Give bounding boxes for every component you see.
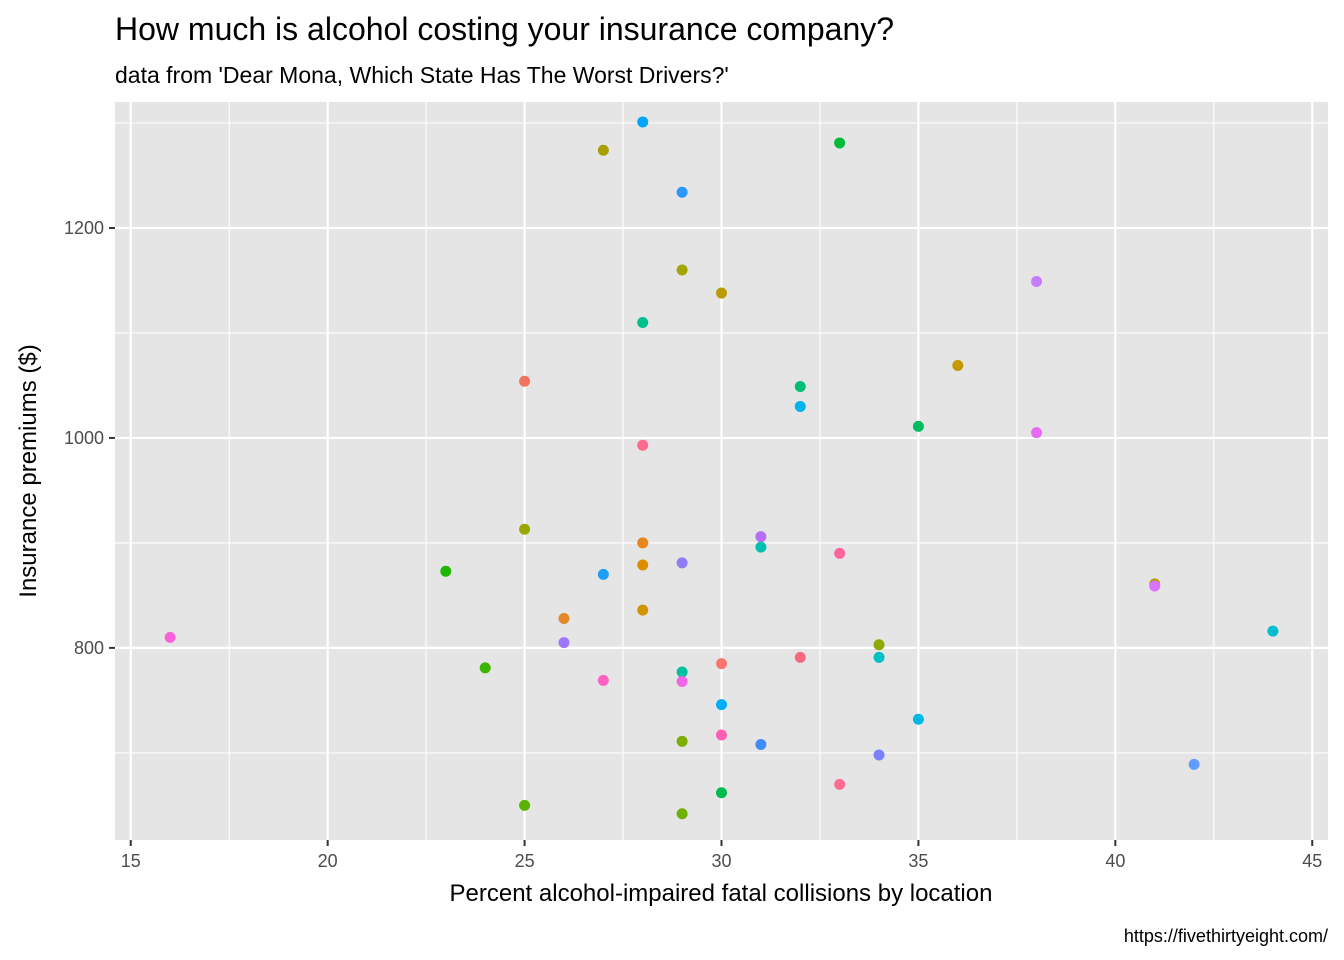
data-point xyxy=(558,637,570,649)
data-point xyxy=(716,699,727,711)
data-point xyxy=(1031,276,1043,288)
data-point xyxy=(834,137,846,149)
x-tick-label: 25 xyxy=(515,851,535,871)
data-point xyxy=(1188,758,1200,770)
data-point xyxy=(519,523,531,535)
data-point xyxy=(755,531,767,543)
data-point xyxy=(637,316,649,328)
data-point xyxy=(164,631,176,643)
data-point xyxy=(637,537,649,549)
data-point xyxy=(716,729,727,741)
data-point xyxy=(440,565,452,577)
data-point xyxy=(873,639,885,651)
chart-caption: https://fivethirtyeight.com/ xyxy=(1124,926,1328,946)
data-point xyxy=(794,651,806,663)
data-point xyxy=(519,799,531,811)
x-tick-label: 45 xyxy=(1302,851,1322,871)
x-tick-label: 20 xyxy=(318,851,338,871)
x-tick-label: 30 xyxy=(711,851,731,871)
x-axis: 15 20 25 30 35 40 45 xyxy=(121,840,1322,871)
data-point xyxy=(597,144,609,156)
data-point xyxy=(716,658,727,670)
data-point xyxy=(912,713,924,725)
chart-title: How much is alcohol costing your insuran… xyxy=(115,11,894,47)
data-point xyxy=(755,738,767,750)
y-axis: 800 1000 1200 xyxy=(64,218,115,658)
data-point xyxy=(1031,427,1043,439)
data-point xyxy=(1149,580,1161,592)
data-point xyxy=(912,420,924,432)
data-point xyxy=(479,662,491,674)
x-axis-title: Percent alcohol-impaired fatal collision… xyxy=(450,880,993,907)
data-point xyxy=(637,604,649,616)
data-point xyxy=(834,547,846,559)
major-gridlines xyxy=(115,102,1328,840)
data-point xyxy=(519,375,531,387)
data-point xyxy=(676,666,688,678)
y-tick-label: 1200 xyxy=(64,218,104,238)
y-axis-title: Insurance premiums ($) xyxy=(15,344,42,597)
data-point xyxy=(637,559,649,571)
y-tick-label: 1000 xyxy=(64,428,104,448)
data-point xyxy=(676,264,688,276)
x-tick-label: 40 xyxy=(1105,851,1125,871)
data-point xyxy=(597,568,609,580)
data-point xyxy=(794,380,806,392)
data-point xyxy=(597,674,609,686)
data-point xyxy=(755,541,767,553)
data-point xyxy=(952,359,964,371)
chart-subtitle: data from 'Dear Mona, Which State Has Th… xyxy=(115,62,729,88)
data-point xyxy=(676,735,688,747)
data-point xyxy=(716,787,727,799)
y-tick-label: 800 xyxy=(74,638,104,658)
data-point xyxy=(558,612,570,624)
data-point xyxy=(873,749,885,761)
data-point xyxy=(794,400,806,412)
data-point xyxy=(676,557,688,569)
x-tick-label: 15 xyxy=(121,851,141,871)
data-point xyxy=(834,778,846,790)
data-point xyxy=(676,808,688,820)
data-point xyxy=(716,287,727,299)
x-tick-label: 35 xyxy=(908,851,928,871)
data-point xyxy=(1267,625,1279,637)
data-point xyxy=(676,186,688,198)
data-points xyxy=(164,116,1279,820)
data-point xyxy=(873,651,885,663)
data-point xyxy=(637,116,649,128)
data-point xyxy=(676,675,688,687)
data-point xyxy=(637,439,649,451)
